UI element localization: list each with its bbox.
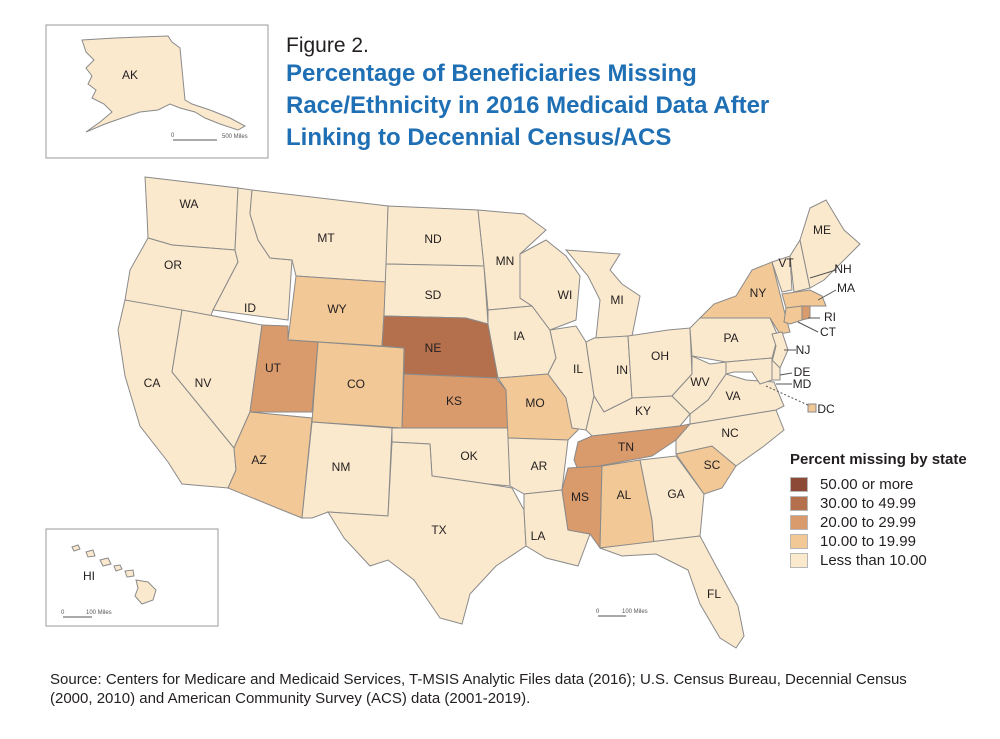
state-label-WY: WY (327, 302, 346, 316)
alaska-scale-zero: 0 (171, 133, 175, 139)
state-CT (783, 305, 803, 325)
state-label-TX: TX (431, 523, 446, 537)
state-WI (519, 239, 581, 331)
state-labels: WA OR CA ID NV MT WY UT AZ CO NM ND SD NE KS OK TX MN IA MO… (144, 197, 855, 601)
state-label-MD: MD (793, 377, 812, 391)
state-label-ID: ID (244, 301, 256, 315)
legend-label: 50.00 or more (820, 476, 914, 493)
legend-item: 30.00 to 49.99 (790, 494, 967, 513)
legend-title: Percent missing by state (790, 451, 967, 468)
state-label-CT: CT (820, 325, 837, 339)
state-label-NH: NH (834, 262, 851, 276)
legend-item: 20.00 to 29.99 (790, 513, 967, 532)
state-label-RI: RI (824, 310, 836, 324)
hawaii-inset: HI 0 100 Miles (45, 528, 219, 627)
state-label-PA: PA (723, 331, 738, 345)
state-label-KS: KS (446, 394, 462, 408)
main-scale-zero: 0 (596, 609, 600, 615)
legend-swatch (790, 496, 808, 511)
legend-item: 10.00 to 19.99 (790, 532, 967, 551)
legend-swatch (790, 515, 808, 530)
source-note: Source: Centers for Medicare and Medicai… (50, 671, 907, 707)
state-label-AR: AR (531, 459, 548, 473)
state-label-TN: TN (618, 440, 634, 454)
alaska-inset: AK 0 500 Miles (45, 24, 269, 159)
figure-title: Percentage of Beneficiaries Missing Race… (286, 60, 770, 151)
state-WA (144, 176, 239, 251)
state-label-ND: ND (424, 232, 442, 246)
state-label-HI: HI (83, 569, 95, 583)
state-label-DC: DC (817, 402, 835, 416)
state-label-CA: CA (144, 376, 161, 390)
legend-swatch (790, 477, 808, 492)
state-label-CO: CO (347, 377, 365, 391)
legend: Percent missing by state 50.00 or more 3… (790, 451, 967, 570)
state-label-WA: WA (180, 197, 199, 211)
state-label-VT: VT (778, 256, 794, 270)
legend-item: Less than 10.00 (790, 551, 967, 570)
state-label-OH: OH (651, 349, 669, 363)
state-label-MO: MO (525, 396, 544, 410)
leader-lines (765, 269, 837, 407)
legend-swatch (790, 553, 808, 568)
state-NY (698, 261, 791, 335)
state-label-WV: WV (690, 375, 709, 389)
state-HI (71, 544, 157, 605)
legend-rows: 50.00 or more 30.00 to 49.99 20.00 to 29… (790, 475, 967, 570)
state-label-NY: NY (750, 286, 767, 300)
hawaii-scale-zero: 0 (61, 610, 65, 616)
state-label-AZ: AZ (251, 453, 266, 467)
legend-label: 30.00 to 49.99 (820, 495, 916, 512)
state-label-MI: MI (610, 293, 623, 307)
figure-label: Figure 2. (286, 34, 369, 57)
state-label-MA: MA (837, 281, 855, 295)
state-label-VA: VA (725, 389, 740, 403)
state-label-OK: OK (460, 449, 477, 463)
state-label-MS: MS (571, 490, 589, 504)
state-ME (799, 199, 861, 289)
state-VT (771, 255, 793, 293)
legend-label: Less than 10.00 (820, 552, 927, 569)
state-label-NJ: NJ (796, 343, 811, 357)
state-label-NE: NE (425, 341, 442, 355)
state-label-IA: IA (513, 329, 524, 343)
hawaii-scale-label: 100 Miles (86, 610, 112, 616)
state-label-LA: LA (531, 529, 546, 543)
alaska-scale-label: 500 Miles (222, 134, 248, 140)
state-label-UT: UT (265, 361, 282, 375)
state-label-AK: AK (122, 68, 138, 82)
state-label-AL: AL (617, 488, 632, 502)
state-label-OR: OR (164, 258, 182, 272)
state-label-WI: WI (558, 288, 573, 302)
state-label-SC: SC (704, 458, 721, 472)
state-label-IL: IL (573, 362, 583, 376)
state-label-KY: KY (635, 404, 651, 418)
lower48-states (117, 176, 861, 649)
state-label-ME: ME (813, 223, 831, 237)
legend-label: 10.00 to 19.99 (820, 533, 916, 550)
state-label-DE: DE (794, 365, 811, 379)
state-label-NC: NC (721, 426, 739, 440)
state-IL (547, 325, 595, 431)
state-label-IN: IN (616, 363, 628, 377)
state-label-NV: NV (195, 376, 212, 390)
state-FL (599, 535, 745, 649)
state-label-GA: GA (667, 487, 684, 501)
state-MD (725, 357, 773, 385)
state-TX (327, 441, 527, 625)
legend-item: 50.00 or more (790, 475, 967, 494)
state-label-MT: MT (317, 231, 335, 245)
state-label-NM: NM (332, 460, 351, 474)
state-label-FL: FL (707, 587, 721, 601)
state-MI (564, 249, 641, 339)
legend-label: 20.00 to 29.99 (820, 514, 916, 531)
main-scale-label: 100 Miles (622, 609, 648, 615)
state-DC (807, 403, 817, 413)
legend-swatch (790, 534, 808, 549)
main-scale-bar: 0 100 Miles (596, 609, 648, 617)
state-label-MN: MN (496, 254, 515, 268)
state-AK (81, 35, 247, 133)
state-label-SD: SD (425, 288, 442, 302)
